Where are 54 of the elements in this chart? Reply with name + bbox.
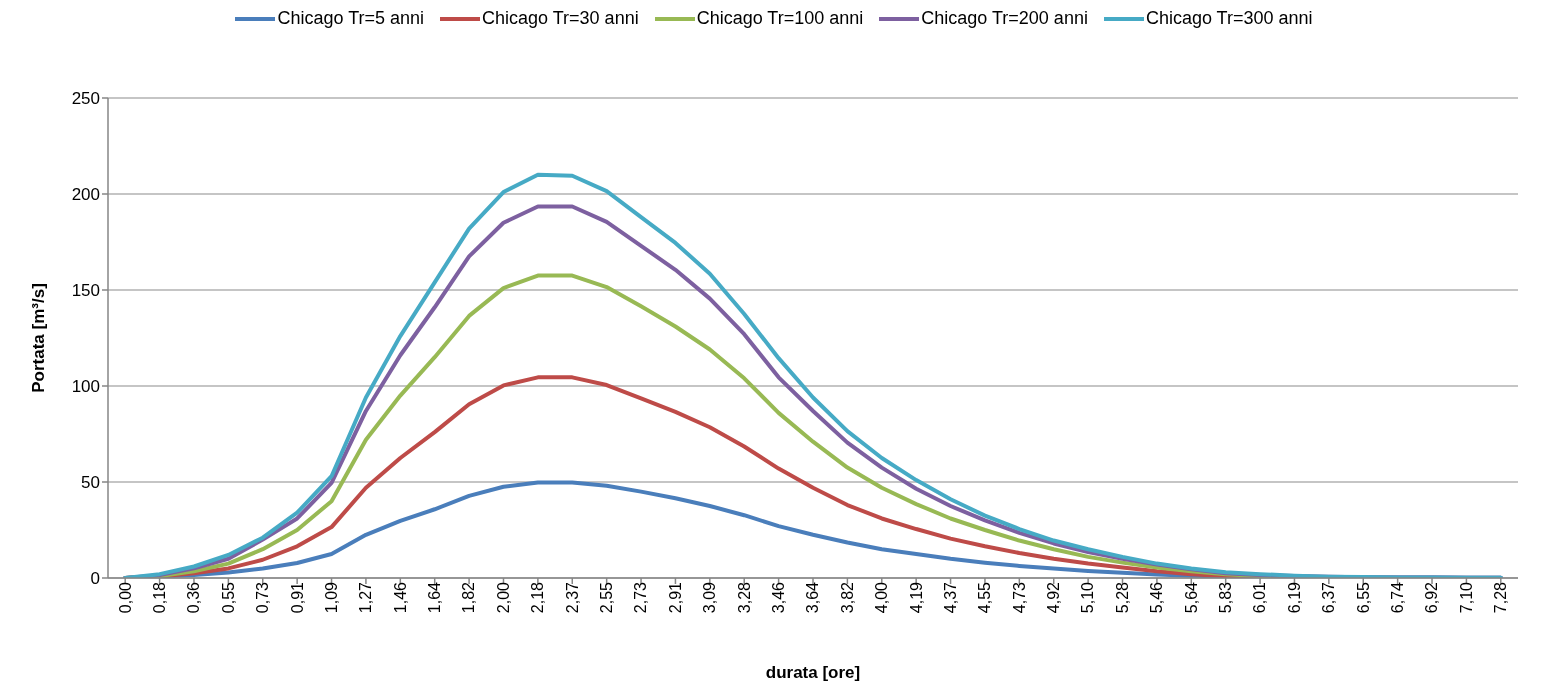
x-tick-label: 3,28	[735, 581, 753, 614]
legend-label: Chicago Tr=200 anni	[921, 8, 1088, 29]
x-tick-label: 2,00	[494, 581, 512, 614]
x-tick-label: 6,55	[1354, 581, 1372, 614]
x-tick-label: 5,28	[1113, 581, 1131, 614]
x-tick-label: 3,09	[701, 581, 719, 614]
y-tick-label: 50	[81, 473, 100, 493]
x-tick-label: 0,00	[116, 581, 134, 614]
x-tick-label: 5,64	[1182, 581, 1200, 614]
x-tick-label: 6,19	[1285, 581, 1303, 614]
x-tick-label: 2,55	[598, 581, 616, 614]
x-tick-label: 1,64	[426, 581, 444, 614]
legend-label: Chicago Tr=100 anni	[696, 8, 864, 29]
x-tick-label: 2,37	[563, 581, 581, 614]
y-tick-label: 100	[71, 377, 100, 397]
x-tick-label: 0,73	[254, 581, 272, 614]
x-tick-label: 4,55	[976, 581, 994, 614]
y-tick-label: 200	[71, 185, 100, 205]
x-tick-label: 7,10	[1457, 581, 1475, 614]
legend-label: Chicago Tr=5 anni	[277, 8, 425, 29]
x-tick-label: 1,46	[391, 581, 409, 614]
x-tick-label: 2,91	[666, 581, 684, 614]
x-tick-label: 4,92	[1045, 581, 1063, 614]
x-tick-label: 2,73	[632, 581, 650, 614]
x-tick-label: 0,55	[219, 581, 237, 614]
x-tick-label: 4,00	[873, 581, 891, 614]
x-tick-label: 4,19	[907, 581, 925, 614]
y-axis-title: Portata [m³/s]	[29, 283, 49, 393]
x-tick-label: 0,91	[288, 581, 306, 614]
x-tick-label: 1,09	[322, 581, 340, 614]
y-tick-label: 250	[71, 89, 100, 109]
x-tick-label: 0,18	[150, 581, 168, 614]
x-tick-label: 3,64	[804, 581, 822, 614]
x-tick-label: 4,37	[941, 581, 959, 614]
x-tick-label: 6,92	[1423, 581, 1441, 614]
x-tick-label: 5,10	[1079, 581, 1097, 614]
legend-label: Chicago Tr=30 anni	[482, 8, 639, 29]
x-tick-label: 0,36	[185, 581, 203, 614]
x-tick-label: 4,73	[1010, 581, 1028, 614]
x-tick-label: 3,46	[769, 581, 787, 614]
x-tick-label: 1,82	[460, 581, 478, 614]
x-tick-label: 6,37	[1320, 581, 1338, 614]
x-tick-label: 6,01	[1251, 581, 1269, 614]
x-tick-label: 5,83	[1217, 581, 1235, 614]
x-tick-label: 6,74	[1388, 581, 1406, 614]
y-tick-label: 150	[71, 281, 100, 301]
x-tick-label: 3,82	[838, 581, 856, 614]
y-tick-label: 0	[90, 569, 100, 589]
x-tick-label: 2,18	[529, 581, 547, 614]
x-tick-label: 5,46	[1148, 581, 1166, 614]
x-tick-label: 1,27	[357, 581, 375, 614]
legend-label: Chicago Tr=300 anni	[1145, 8, 1313, 29]
x-tick-label: 7,28	[1492, 581, 1510, 614]
x-axis-title: durata [ore]	[765, 663, 861, 682]
